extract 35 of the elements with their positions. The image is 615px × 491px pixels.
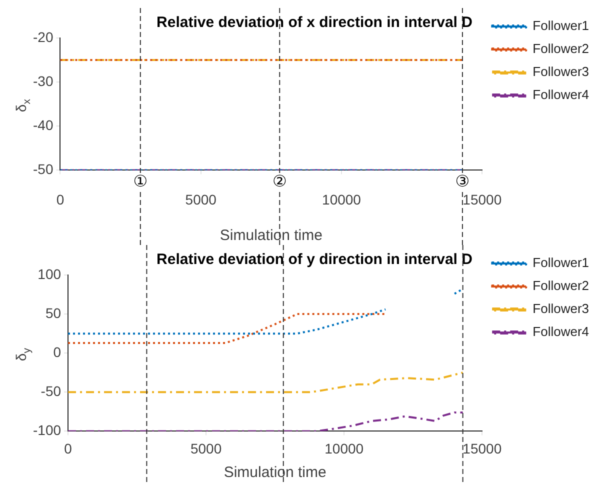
line-series xyxy=(68,411,464,432)
x-tick-label: 15000 xyxy=(462,440,502,456)
legend-label: Follower1 xyxy=(532,255,590,270)
ref-line-label: ② xyxy=(272,171,287,190)
x-tick-label: 5000 xyxy=(185,191,217,208)
legend-label: Follower4 xyxy=(532,87,590,102)
x-axis-title: Simulation time xyxy=(220,227,322,244)
x-tick-label: 0 xyxy=(64,440,72,456)
x-tick-label: 10000 xyxy=(324,440,364,456)
y-tick-label: -100 xyxy=(32,422,62,438)
legend-label: Follower3 xyxy=(532,64,590,80)
legend-label: Follower2 xyxy=(532,41,590,56)
y-tick-label: -50 xyxy=(40,383,62,400)
y-tick-label: -50 xyxy=(33,161,54,178)
x-tick-label: 15000 xyxy=(462,191,502,208)
y-tick-label: 50 xyxy=(45,304,62,321)
ref-line-label: ③ xyxy=(455,171,470,190)
y-tick-label: -30 xyxy=(33,72,54,89)
y-axis-title: δx xyxy=(12,98,33,112)
legend-label: Follower2 xyxy=(532,278,590,294)
line-series xyxy=(68,372,464,394)
chart-title: Relative deviation of x direction in interval D xyxy=(156,14,473,32)
x-tick-label: 10000 xyxy=(322,191,362,208)
y-tick-label: -40 xyxy=(33,116,54,133)
y-tick-label: 100 xyxy=(38,266,62,282)
legend-label: Follower4 xyxy=(532,324,590,340)
x-axis-title: Simulation time xyxy=(224,464,326,482)
y-tick-label: -20 xyxy=(33,28,54,45)
ref-line-label: ① xyxy=(133,171,148,190)
y-axis-title: δy xyxy=(12,347,33,362)
x-tick-label: 5000 xyxy=(190,440,222,456)
y-tick-label: 0 xyxy=(53,344,62,360)
legend-label: Follower1 xyxy=(532,18,590,34)
line-series xyxy=(68,313,387,344)
legend-label: Follower3 xyxy=(532,301,590,316)
